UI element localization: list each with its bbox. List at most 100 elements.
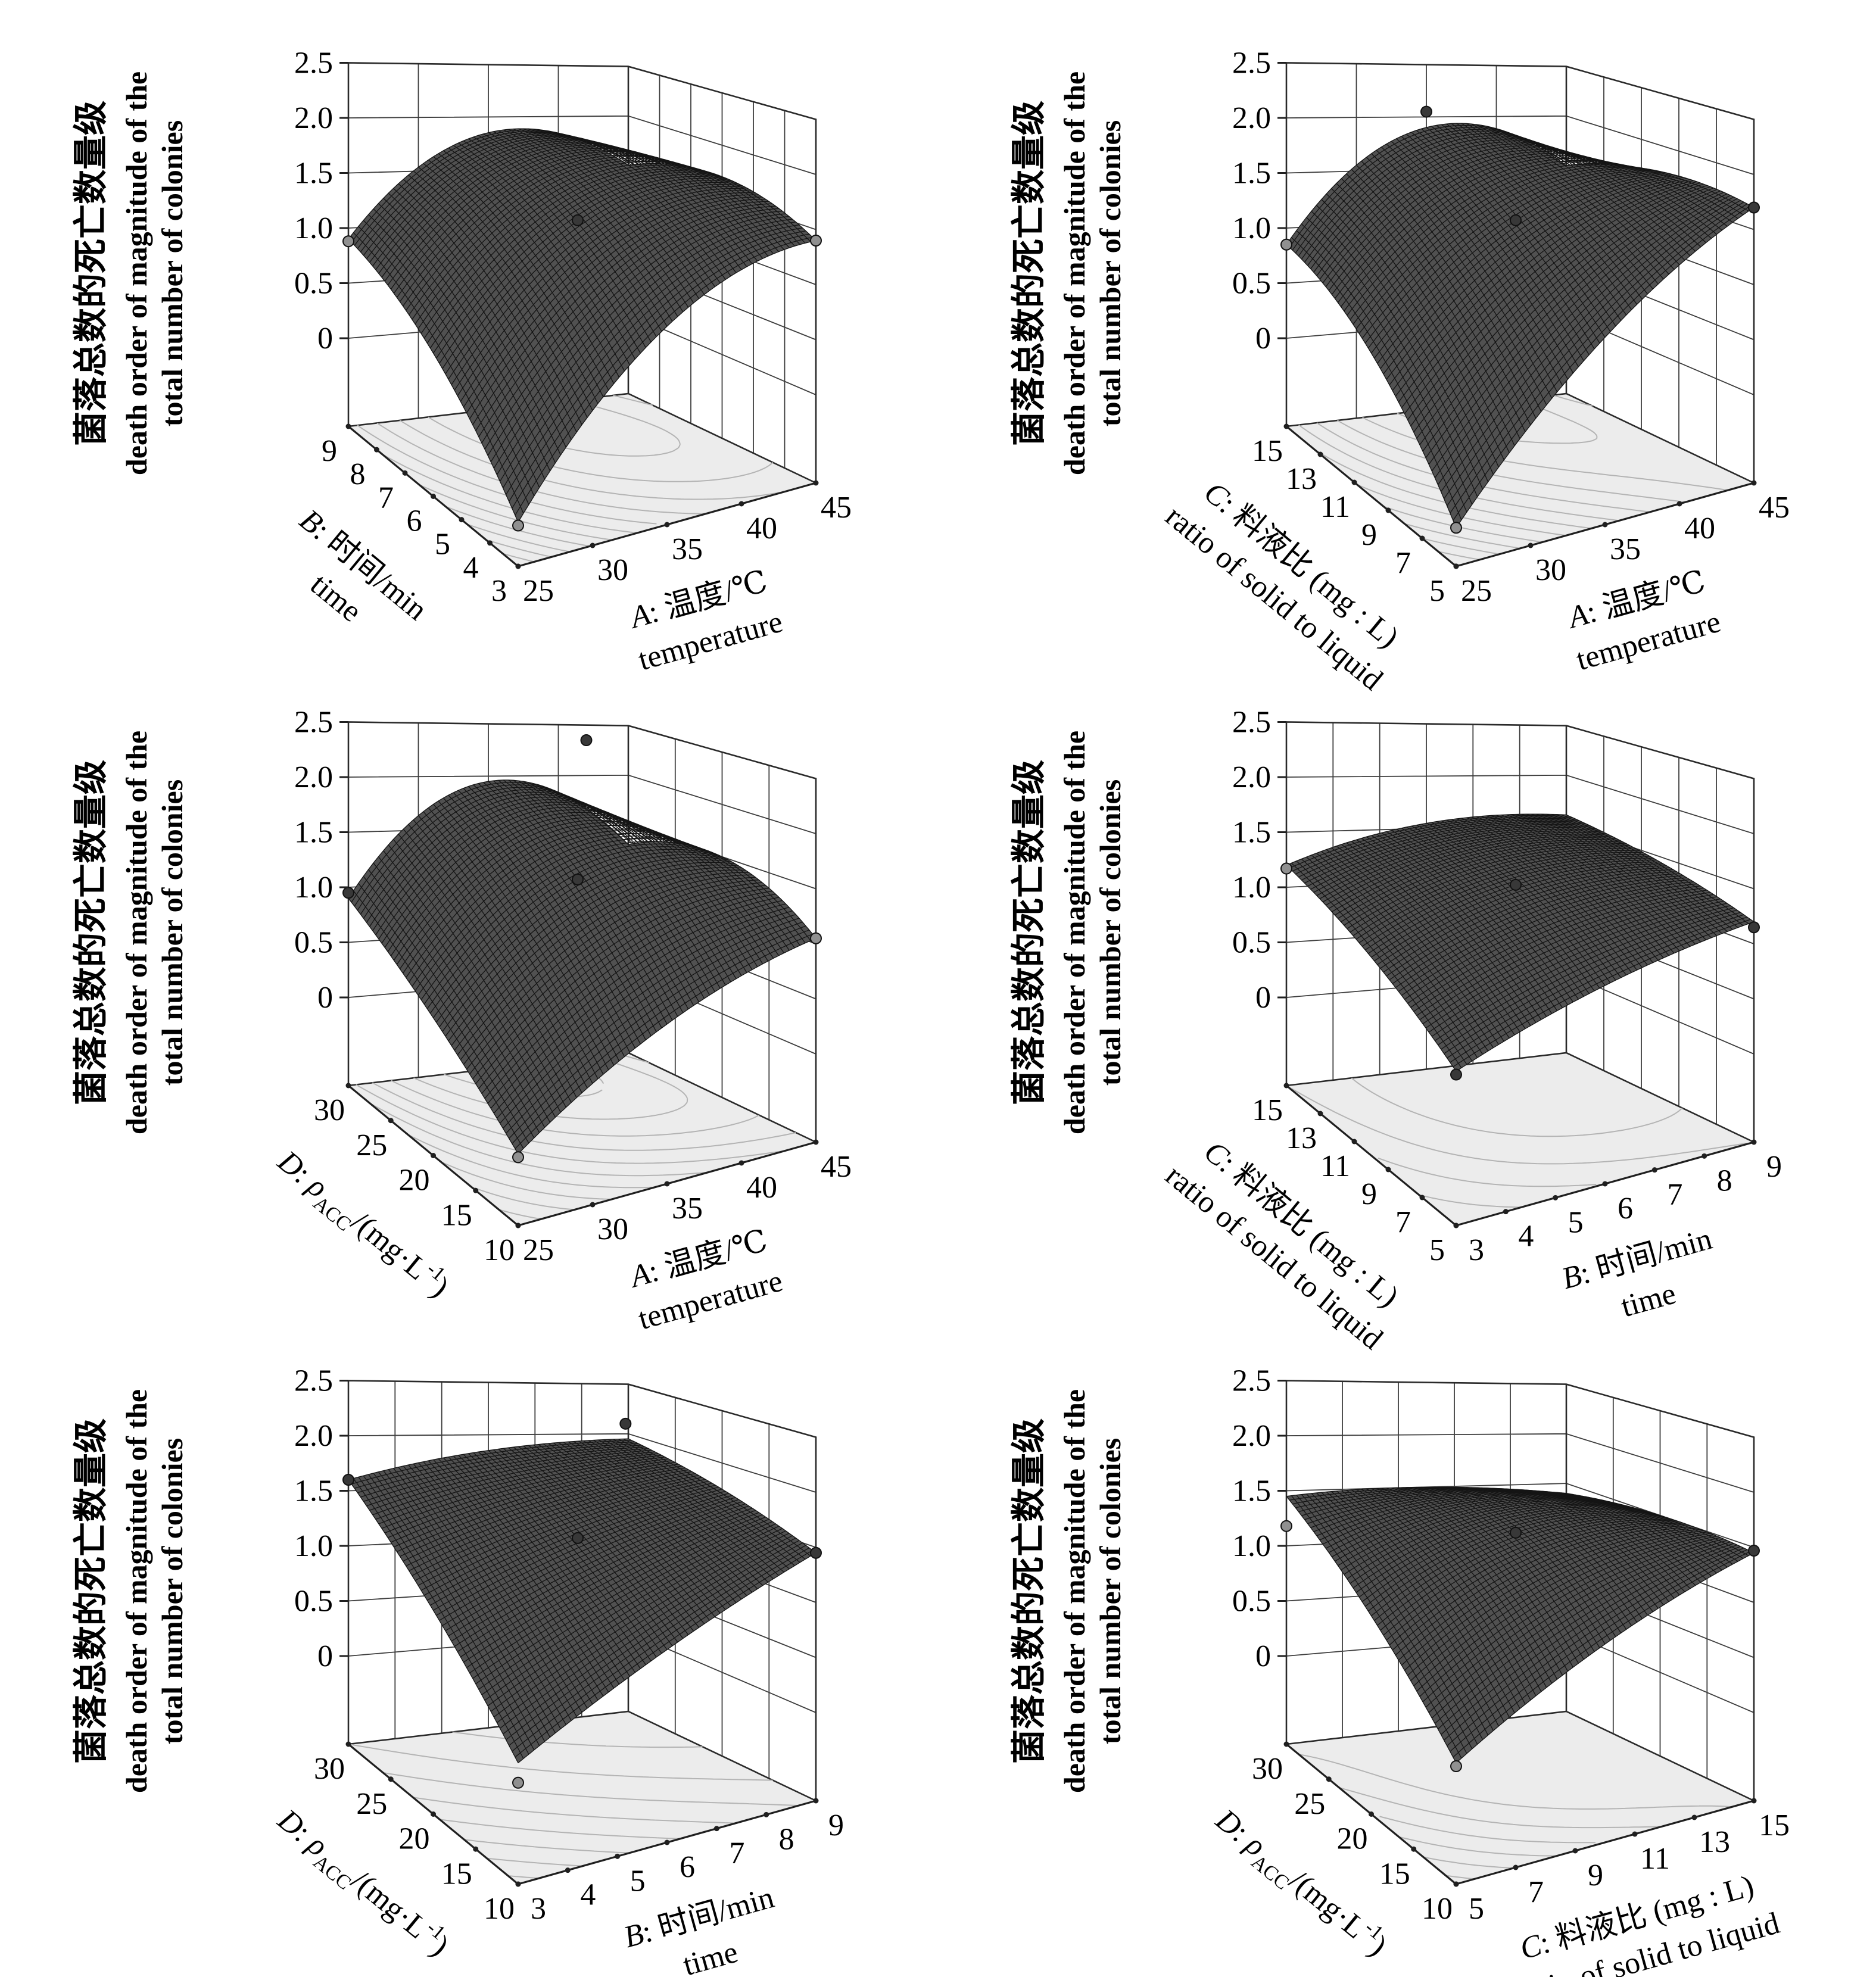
z-tick-label: 1.5 [294, 157, 333, 191]
x-tick-label: 30 [597, 1212, 628, 1246]
z-axis-label-zh: 菌落总数的死亡数量级 [71, 760, 110, 1105]
z-tick-label: 2.5 [294, 705, 333, 739]
z-axis-label-en-2: total number of colonies [1093, 779, 1127, 1085]
axis-lines [345, 1741, 819, 1887]
y-tick-label: 7 [378, 481, 394, 514]
z-axis: 2.5 2.0 1.5 1.0 0.5 0 [294, 46, 348, 356]
z-axis: 2.5 2.0 1.5 1.0 0.5 0 [1232, 46, 1286, 356]
surface-plot-cell-3: 2.5 2.0 1.5 1.0 0.5 0 25 30 35 40 45 10 15 20 25 30 A: 温… [0, 659, 938, 1336]
z-tick-label: 0.5 [294, 1585, 333, 1619]
design-point [512, 1150, 524, 1163]
y-tick-label: 9 [322, 434, 337, 468]
z-tick-label: 1.0 [294, 211, 333, 245]
z-tick-label: 1.5 [294, 815, 333, 849]
floor-fill [348, 1052, 816, 1226]
y-tick-label: 9 [1361, 1177, 1377, 1211]
z-tick-label: 2.5 [1232, 1364, 1271, 1398]
y-tick-label: 5 [1429, 574, 1445, 608]
surface-plot-cell-2: 2.5 2.0 1.5 1.0 0.5 0 25 30 35 40 45 5 7 9 11 13 15 A: 温度… [938, 0, 1876, 697]
z-tick-label: 2.0 [294, 1419, 333, 1453]
design-points [342, 1418, 822, 1789]
surface-plot-acc-vs-ratio: 2.5 2.0 1.5 1.0 0.5 0 5 7 9 11 13 15 10 15 20 25 30 C: 料液… [1009, 1364, 1790, 1977]
z-axis-label-zh: 菌落总数的死亡数量级 [71, 1418, 110, 1764]
z-axis-label-en-2: total number of colonies [155, 1438, 189, 1744]
design-point [572, 873, 584, 885]
x-tick-label: 30 [597, 553, 628, 587]
design-point [1510, 214, 1522, 226]
x-axis-title-en: time [1618, 1276, 1679, 1324]
z-axis-label-en-2: total number of colonies [1093, 1438, 1127, 1744]
z-tick-label: 0 [317, 322, 333, 356]
design-points [1280, 105, 1760, 534]
z-axis-label-en-1: death order of magnitude of the [120, 730, 153, 1134]
floor-contours [348, 1731, 799, 1879]
x-tick-label: 15 [1759, 1808, 1790, 1842]
z-tick-label: 1.5 [294, 1474, 333, 1508]
z-axis: 2.5 2.0 1.5 1.0 0.5 0 [294, 705, 348, 1015]
axis-lines [345, 1083, 819, 1228]
x-tick-label: 25 [523, 1233, 554, 1267]
design-point [810, 1546, 822, 1559]
x-tick-label: 7 [1667, 1177, 1682, 1211]
floor-plane [348, 1711, 816, 1885]
design-point [810, 932, 822, 944]
y-tick-label: 30 [314, 1752, 345, 1786]
design-points [1280, 862, 1760, 1081]
y-tick-label: 15 [1379, 1857, 1410, 1891]
y-tick-label: 7 [1395, 1205, 1411, 1239]
x-tick-label: 4 [580, 1878, 596, 1912]
surface-mesh-cols [348, 128, 817, 523]
design-point [342, 1474, 354, 1486]
x-axis-title-en: time [680, 1935, 741, 1977]
x-tick-label: 11 [1640, 1842, 1670, 1876]
design-point [1450, 1068, 1462, 1081]
design-point [1450, 1760, 1462, 1773]
z-axis-label-zh: 菌落总数的死亡数量级 [1009, 760, 1048, 1105]
axis-lines [345, 423, 819, 569]
y-tick-label: 10 [484, 1892, 515, 1926]
x-tick-label: 35 [672, 1192, 703, 1226]
design-point [572, 214, 584, 226]
z-tick-label: 0.5 [1232, 267, 1271, 301]
y-tick-label: 20 [399, 1163, 430, 1197]
z-tick-label: 0 [1255, 1639, 1271, 1673]
floor-plane [1286, 1711, 1754, 1885]
design-point [342, 886, 354, 899]
design-point [1280, 862, 1292, 875]
z-axis-label-en-1: death order of magnitude of the [1058, 1389, 1091, 1793]
z-tick-label: 2.0 [294, 760, 333, 794]
y-tick-label: 30 [1252, 1752, 1283, 1786]
z-tick-label: 2.5 [294, 46, 333, 80]
surface-plot-acc-vs-time: 2.5 2.0 1.5 1.0 0.5 0 3 4 5 6 7 8 9 10 15 20 25 30 B: 时间/m… [71, 1364, 844, 1977]
z-axis-label-en-1: death order of magnitude of the [1058, 730, 1091, 1134]
z-tick-label: 0 [1255, 981, 1271, 1015]
surface-plot-cell-1: 2.5 2.0 1.5 1.0 0.5 0 25 30 35 40 45 3 4 5 6 7 8 9 A: 温度/℃… [0, 0, 938, 678]
surface-plot-cell-6: 2.5 2.0 1.5 1.0 0.5 0 5 7 9 11 13 15 10 15 20 25 30 C: 料液… [938, 1318, 1876, 1977]
z-tick-label: 1.5 [1232, 157, 1271, 191]
x-tick-label: 30 [1535, 553, 1566, 587]
x-tick-label: 13 [1699, 1825, 1730, 1859]
surface-mesh-cols [1286, 813, 1755, 1071]
y-tick-label: 30 [314, 1093, 345, 1127]
floor-plane [1286, 1052, 1754, 1226]
z-tick-label: 2.5 [294, 1364, 333, 1398]
x-tick-label: 7 [1528, 1875, 1544, 1909]
z-axis-label-en-1: death order of magnitude of the [120, 71, 153, 475]
y-tick-label: 8 [350, 457, 366, 491]
x-tick-label: 5 [1568, 1205, 1584, 1239]
y-tick-label: 3 [491, 574, 507, 608]
design-point [342, 235, 354, 248]
z-axis-label-zh: 菌落总数的死亡数量级 [71, 101, 110, 446]
floor-fill [1286, 1711, 1754, 1885]
axis-lines [1283, 423, 1757, 569]
axis-lines [1283, 1741, 1757, 1887]
z-tick-label: 0.5 [1232, 925, 1271, 959]
z-tick-label: 1.0 [294, 1529, 333, 1563]
z-axis: 2.5 2.0 1.5 1.0 0.5 0 [294, 1364, 348, 1673]
x-tick-label: 40 [746, 1171, 777, 1205]
x-tick-label: 8 [779, 1823, 794, 1857]
y-tick-label: 9 [1361, 518, 1377, 552]
